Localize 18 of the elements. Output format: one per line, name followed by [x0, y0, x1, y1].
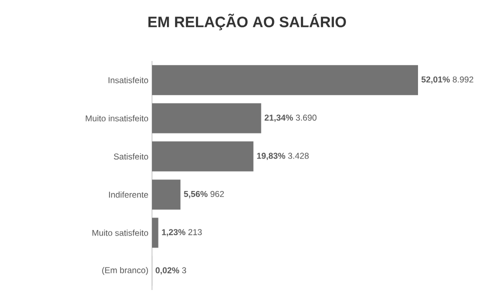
chart-title: EM RELAÇÃO AO SALÁRIO — [148, 14, 346, 30]
bar — [152, 180, 180, 210]
y-tick-label: Satisfeito — [114, 153, 148, 160]
data-label: 1,23% 213 — [162, 229, 202, 236]
bar — [152, 218, 158, 248]
data-label: 5,56% 962 — [184, 190, 224, 198]
data-label: 21,34% 3.690 — [264, 114, 316, 122]
bar — [152, 141, 254, 172]
y-tick-label: Muito satisfeito — [92, 230, 148, 236]
bar — [152, 103, 262, 134]
data-label: 0,02% 3 — [156, 267, 186, 275]
data-label: 52,01% 8.992 — [421, 76, 474, 84]
bar — [152, 65, 418, 96]
y-tick-label: Insatisfeito — [108, 76, 148, 84]
y-tick-label: (Em branco) — [102, 266, 148, 275]
y-tick-label: Muito insatisfeito — [86, 115, 148, 122]
data-label: 19,83% 3.428 — [257, 152, 309, 160]
y-tick-label: Indiferente — [109, 191, 148, 198]
